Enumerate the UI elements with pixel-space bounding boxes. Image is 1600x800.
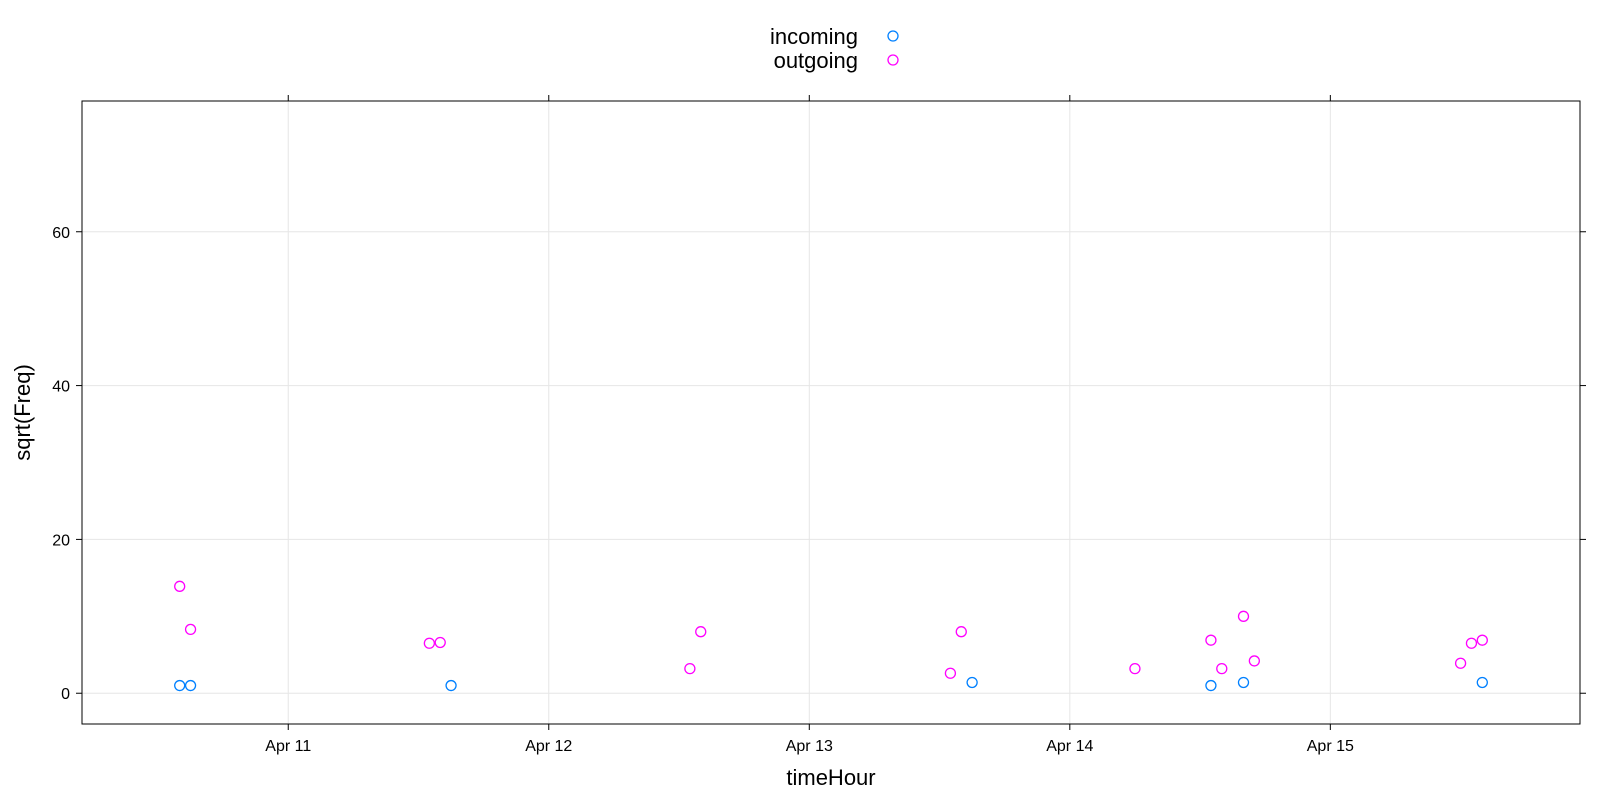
x-tick-label: Apr 11 — [265, 738, 311, 755]
outgoing-point — [1129, 662, 1141, 675]
outgoing-point — [174, 580, 186, 592]
data-points — [174, 580, 1488, 692]
outgoing-point — [955, 626, 967, 638]
outgoing-point — [1248, 655, 1260, 667]
outgoing-point — [1465, 637, 1478, 649]
outgoing-point — [423, 637, 436, 649]
x-axis-title: timeHour — [786, 765, 875, 790]
y-tick-label: 40 — [52, 379, 70, 396]
y-tick-label: 20 — [52, 532, 70, 549]
outgoing-point — [1237, 610, 1250, 622]
outgoing-point — [1476, 634, 1488, 646]
incoming-point — [966, 676, 978, 689]
x-tick-label: Apr 14 — [1046, 738, 1093, 755]
incoming-point — [1237, 676, 1250, 689]
legend-marker-incoming — [887, 30, 899, 42]
incoming-point — [1476, 676, 1488, 689]
y-tick-label: 0 — [61, 686, 70, 703]
incoming-point — [1205, 679, 1217, 692]
x-tick-label: Apr 12 — [525, 738, 572, 755]
outgoing-point — [684, 662, 696, 675]
incoming-point — [184, 679, 197, 692]
outgoing-point — [944, 667, 957, 679]
outgoing-point — [695, 626, 707, 638]
legend-label-incoming: incoming — [770, 24, 858, 49]
y-tick-label: 60 — [52, 225, 70, 242]
x-tick-label: Apr 13 — [786, 738, 833, 755]
y-axis-title: sqrt(Freq) — [10, 364, 35, 461]
grid-lines — [82, 101, 1580, 724]
incoming-point — [174, 679, 186, 692]
outgoing-point — [1454, 657, 1467, 669]
x-tick-label: Apr 15 — [1307, 738, 1354, 755]
legend-marker-outgoing — [887, 54, 899, 66]
outgoing-point — [1216, 662, 1228, 675]
axis-ticks: Apr 11 Apr 12 Apr 13 Apr 14 Apr 15 0 20 40 60 — [52, 95, 1586, 755]
outgoing-point — [1205, 634, 1217, 646]
incoming-point — [445, 679, 457, 692]
outgoing-point — [184, 623, 197, 636]
legend-label-outgoing: outgoing — [774, 48, 858, 73]
outgoing-point — [434, 636, 446, 649]
plot-panel — [81, 100, 1581, 725]
